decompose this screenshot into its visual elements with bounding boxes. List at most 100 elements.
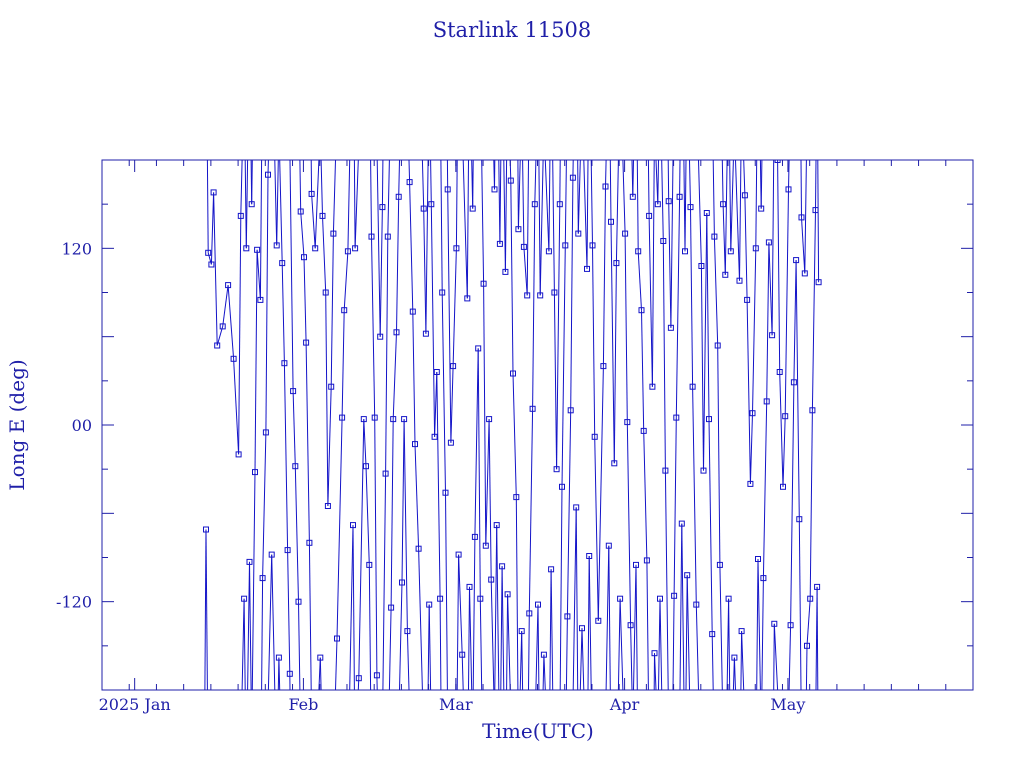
data-point-marker [344,248,351,255]
series-line-segment [543,654,546,690]
series-line-segment [673,417,677,596]
series-line-segment [289,160,294,392]
series-line-segment [322,215,327,293]
axis-tick-labels: 2025 Jan Feb Mar Apr May 120 00 -120 [56,239,805,714]
series-line-segment [686,575,690,690]
series-line-segment [349,525,354,690]
series-line-segment [249,561,252,690]
data-point-marker [782,413,789,420]
series-line-segment [267,554,273,690]
data-point-marker [471,533,478,540]
data-point-marker [496,240,503,247]
series-line-segment [305,342,310,543]
series-line-segment [597,366,604,621]
x-tick-label: Mar [439,695,473,714]
data-point-marker [678,520,685,527]
series-line-segment [608,545,611,690]
data-point-marker [279,260,286,267]
series-line-segment [455,160,458,249]
series-line-segment [376,160,381,337]
data-point-marker [399,579,405,586]
series-line-segment [757,558,761,690]
series-line-segment [768,242,773,336]
series-line-segment [279,160,283,264]
series-line-segment [689,160,691,208]
data-point-marker [257,296,264,303]
series-line-segment [368,564,372,690]
series-line-segment [735,160,740,281]
data-point-marker [698,263,705,269]
series-line-segment [522,160,525,247]
data-point-marker [524,292,531,299]
series-line-segment [227,285,235,359]
series-line-segment [358,419,365,679]
series-line-segment [207,252,212,265]
data-point-marker [649,383,656,390]
series-line-segment [343,251,349,311]
data-point-marker [709,631,716,638]
data-point-marker [268,551,275,558]
data-point-marker [804,642,810,649]
series-line-segment [643,430,648,561]
data-point-marker [363,463,369,470]
data-point-marker [611,460,618,467]
series-line-segment [762,401,768,579]
series-line-segment [526,160,529,296]
series-line-segment [247,561,250,690]
data-point-marker [352,245,359,252]
data-point-marker [384,233,391,240]
data-point-marker [556,201,563,208]
series-line-segment [698,160,702,267]
series-line-segment [559,486,563,690]
series-line-segment [271,554,276,690]
series-line-segment [661,160,664,242]
x-tick-label: May [770,695,805,714]
x-tick-label: Feb [288,695,318,714]
data-point-marker [488,576,495,583]
series-line-segment [409,182,414,312]
data-point-marker [562,242,569,249]
series-line-segment [320,160,323,216]
series-line-segment [213,192,218,346]
series-line-segment [605,160,607,187]
data-point-marker [796,516,803,523]
data-point-marker [752,245,759,252]
data-point-marker [812,207,819,214]
y-tick-label: 00 [72,416,92,435]
series-line-segment [552,160,555,293]
series-line-segment [713,236,719,346]
data-point-marker [510,370,516,377]
series-line-segment [517,160,521,230]
data-point-marker [586,553,593,559]
series-line-segment [681,523,685,690]
data-point-marker [809,407,816,414]
series-line-segment [210,192,215,265]
data-point-marker [341,307,348,314]
series-line-segment [659,598,663,690]
data-point-marker [281,360,288,367]
data-point-marker [366,561,373,568]
series-line-segment [615,160,619,264]
series-line-segment [570,177,574,411]
series-line-segment [390,419,394,608]
series-line-segment [626,422,632,626]
data-point-marker [442,489,449,496]
series-line-segment [553,292,558,470]
data-point-marker [815,279,822,286]
series-line-segment [238,215,242,455]
series-line-segment [695,604,699,690]
data-point-marker [388,604,395,611]
series-line-segment [632,160,634,197]
data-point-marker [646,212,653,219]
series-line-segment [730,160,734,252]
data-point-marker [433,369,440,375]
series-line-segment [561,245,566,487]
series-line-segment [565,616,568,690]
data-point-marker [447,439,454,446]
series-line-segment [216,326,224,346]
series-line-segment [388,607,392,690]
series-line-segment [436,371,441,599]
series-line-segment [233,358,240,455]
data-point-marker [567,407,574,414]
series-line-segment [771,160,775,336]
